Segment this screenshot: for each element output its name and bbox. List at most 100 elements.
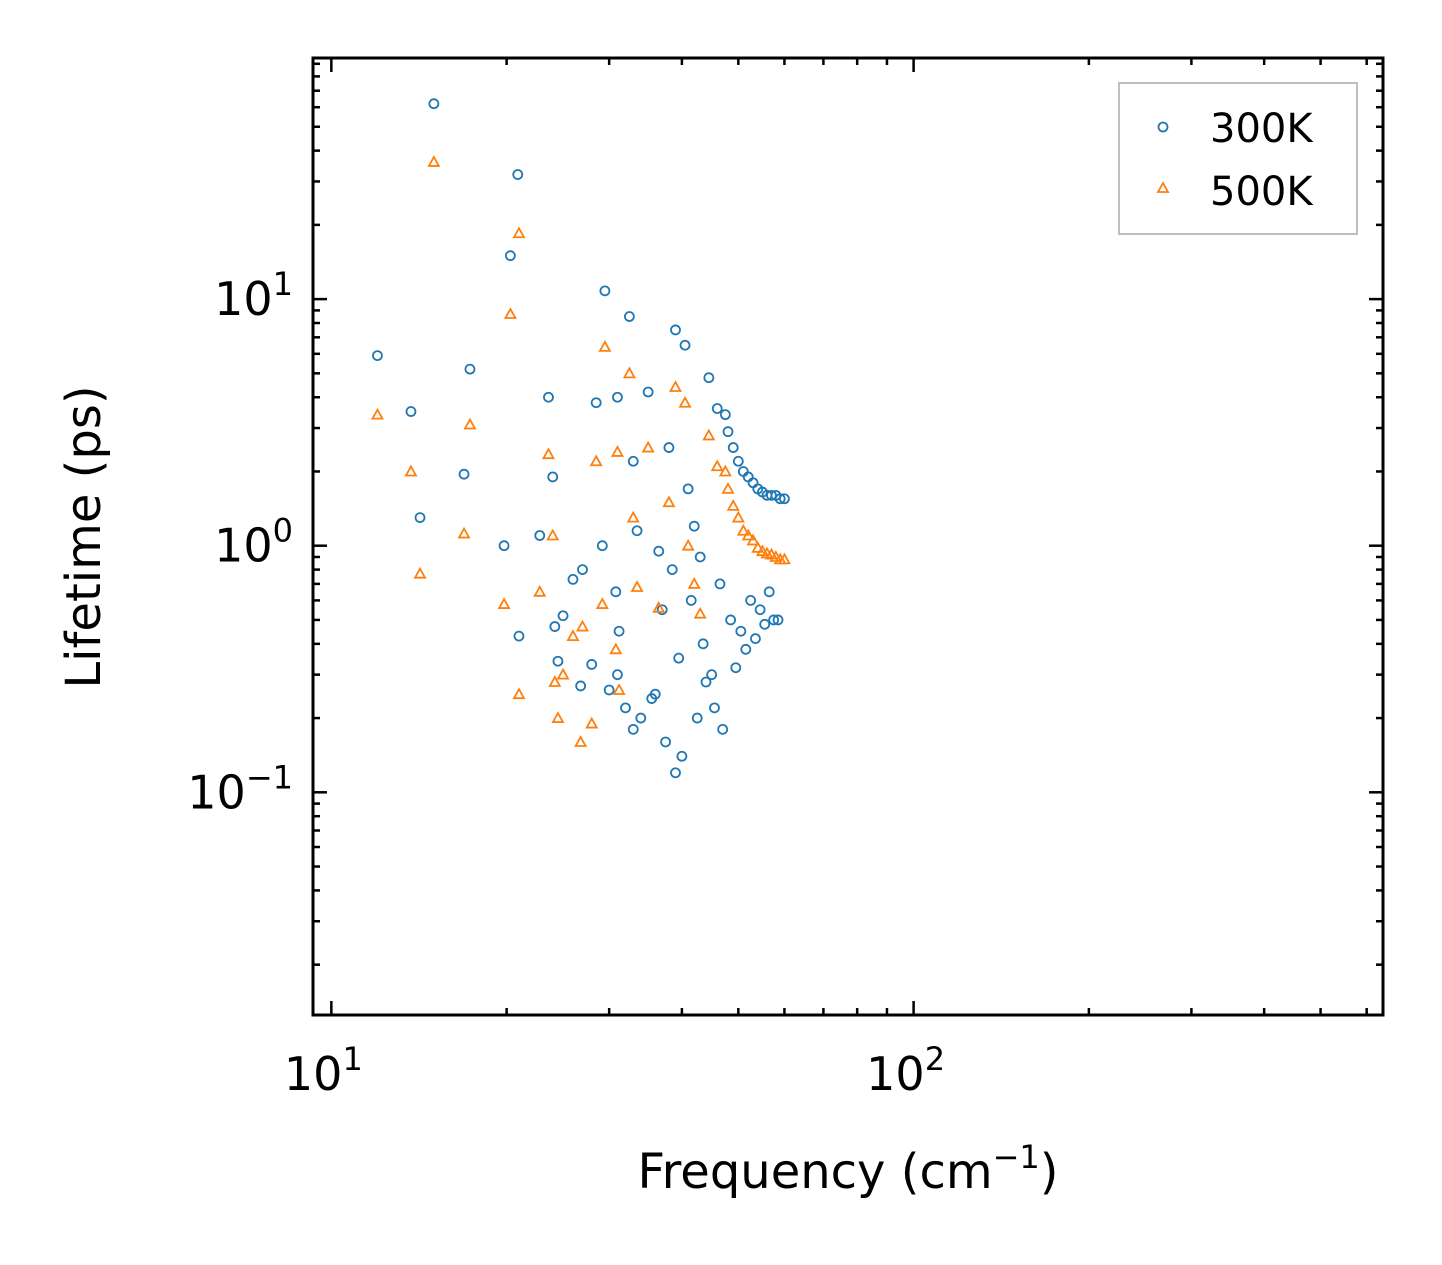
data-point bbox=[575, 619, 590, 632]
legend-marker bbox=[1156, 181, 1170, 193]
data-point bbox=[774, 493, 786, 505]
data-point bbox=[763, 586, 775, 598]
data-point bbox=[575, 680, 587, 692]
data-point bbox=[630, 580, 644, 592]
data-point bbox=[603, 684, 615, 696]
series-500k bbox=[370, 155, 791, 747]
data-point bbox=[589, 454, 603, 467]
series-300k bbox=[372, 98, 790, 779]
data-point bbox=[670, 324, 681, 336]
data-point bbox=[745, 595, 757, 606]
data-point bbox=[737, 466, 749, 477]
legend-marker-300k bbox=[1157, 121, 1169, 133]
y-tick-label: 101 bbox=[214, 265, 293, 326]
data-point bbox=[512, 687, 526, 700]
data-point bbox=[670, 767, 681, 779]
data-point bbox=[687, 577, 701, 589]
data-point bbox=[697, 638, 709, 650]
x-axis-label-suffix: ) bbox=[1040, 1144, 1059, 1200]
data-point bbox=[405, 406, 417, 417]
data-point bbox=[681, 538, 695, 551]
legend-marker bbox=[1157, 121, 1169, 133]
data-point bbox=[585, 716, 599, 729]
data-point bbox=[663, 442, 675, 453]
data-point bbox=[703, 372, 715, 384]
y-axis-label: Lifetime (ps) bbox=[56, 385, 112, 688]
data-point bbox=[504, 250, 516, 262]
data-point bbox=[512, 169, 524, 180]
data-point bbox=[547, 471, 559, 483]
data-point bbox=[742, 471, 754, 483]
data-point bbox=[612, 683, 626, 695]
data-point bbox=[702, 428, 716, 441]
data-point bbox=[610, 586, 622, 598]
data-point bbox=[751, 541, 765, 553]
data-point bbox=[599, 285, 611, 297]
plot-frame bbox=[311, 56, 1385, 1017]
data-point bbox=[620, 702, 631, 714]
data-point bbox=[719, 409, 731, 421]
data-point bbox=[714, 578, 726, 590]
data-point bbox=[726, 499, 740, 511]
data-point bbox=[613, 625, 625, 637]
data-point bbox=[646, 693, 658, 704]
data-point bbox=[427, 155, 441, 167]
data-point bbox=[732, 455, 744, 467]
data-point bbox=[754, 604, 766, 616]
data-point bbox=[710, 459, 724, 472]
data-point bbox=[766, 489, 777, 501]
data-point bbox=[596, 540, 608, 552]
data-point bbox=[747, 477, 759, 489]
data-point bbox=[556, 667, 570, 680]
data-point bbox=[676, 750, 688, 762]
data-point bbox=[543, 391, 554, 403]
data-point bbox=[541, 447, 556, 460]
data-point bbox=[673, 652, 685, 664]
data-point bbox=[609, 642, 623, 655]
data-point bbox=[740, 643, 752, 655]
data-point bbox=[735, 625, 747, 637]
legend-label-500k: 500K bbox=[1210, 169, 1314, 215]
data-point bbox=[656, 604, 668, 616]
data-point bbox=[626, 510, 640, 523]
data-point bbox=[731, 510, 745, 523]
data-point bbox=[777, 552, 791, 565]
x-axis-label-main: Frequency (cm bbox=[637, 1144, 992, 1200]
data-point bbox=[549, 621, 561, 632]
points-layer bbox=[370, 98, 791, 779]
data-point bbox=[533, 584, 547, 597]
data-point bbox=[414, 512, 426, 524]
data-point bbox=[577, 564, 588, 576]
y-tick-label: 100 bbox=[214, 512, 293, 573]
data-point bbox=[627, 723, 639, 735]
data-point bbox=[574, 735, 588, 747]
data-point bbox=[718, 464, 732, 477]
data-point bbox=[736, 523, 750, 536]
data-point bbox=[652, 600, 666, 613]
legend-box bbox=[1118, 82, 1358, 235]
data-point bbox=[721, 482, 735, 494]
data-point bbox=[642, 386, 654, 398]
data-point bbox=[548, 675, 562, 687]
legend[interactable]: 300K 500K bbox=[1118, 82, 1358, 235]
data-point bbox=[679, 339, 691, 351]
data-point bbox=[694, 551, 706, 563]
data-point bbox=[497, 597, 511, 609]
data-point bbox=[711, 403, 723, 414]
data-point bbox=[631, 525, 643, 537]
data-point bbox=[566, 629, 580, 641]
data-point bbox=[768, 614, 780, 626]
data-point bbox=[722, 426, 734, 438]
data-point bbox=[567, 574, 579, 585]
data-point bbox=[512, 226, 526, 239]
legend-label-300k: 300K bbox=[1210, 106, 1314, 152]
data-point bbox=[662, 495, 676, 508]
data-point bbox=[404, 464, 418, 477]
data-point bbox=[750, 633, 761, 645]
data-point bbox=[627, 455, 639, 467]
data-point bbox=[551, 711, 565, 723]
x-axis-label-sup: −1 bbox=[993, 1138, 1040, 1176]
data-point bbox=[641, 440, 655, 453]
